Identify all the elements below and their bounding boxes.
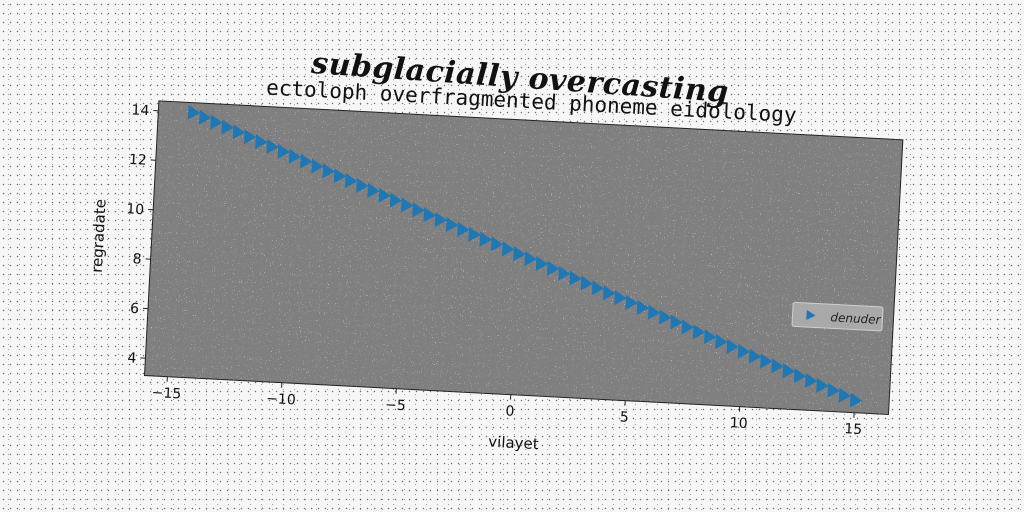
data-point	[221, 119, 234, 135]
data-point	[333, 168, 347, 184]
legend-box	[791, 301, 884, 332]
data-point	[457, 221, 470, 237]
data-point	[748, 348, 762, 364]
data-point	[569, 270, 582, 286]
data-point	[546, 260, 560, 276]
data-point	[322, 163, 335, 179]
data-point	[681, 319, 694, 335]
data-point	[412, 202, 425, 218]
data-point	[479, 231, 492, 247]
data-point	[255, 134, 268, 150]
data-point	[490, 236, 504, 252]
x-tick-label: 0	[505, 403, 515, 419]
data-point	[603, 285, 616, 301]
data-point	[311, 158, 324, 174]
data-point	[558, 265, 571, 281]
y-tick-label: 4	[127, 350, 137, 366]
x-axis-label: vilayet	[488, 433, 539, 454]
data-point	[378, 187, 391, 203]
data-series	[187, 104, 863, 408]
y-tick-label: 14	[131, 102, 150, 119]
data-point	[266, 138, 279, 154]
data-point	[726, 338, 739, 354]
legend-label: denuder	[830, 310, 882, 327]
legend: denuder	[791, 301, 884, 332]
data-point	[838, 387, 852, 403]
data-point	[401, 197, 414, 213]
data-point	[805, 373, 818, 389]
data-point	[277, 143, 290, 159]
data-point	[300, 153, 313, 169]
data-point	[502, 241, 515, 257]
data-point	[199, 109, 212, 125]
data-point	[445, 216, 459, 232]
x-tick-label: 10	[729, 415, 748, 432]
x-tick-label: −5	[385, 397, 406, 414]
data-point	[524, 251, 537, 267]
y-axis: 4 6 8 10 12 14	[126, 102, 159, 367]
data-point	[614, 290, 627, 306]
data-point	[782, 363, 795, 379]
data-point	[659, 309, 672, 325]
data-point	[670, 314, 683, 330]
data-point	[434, 212, 448, 228]
data-point	[816, 377, 829, 393]
data-point	[715, 334, 728, 350]
x-tick-label: 5	[619, 409, 629, 425]
data-point	[468, 226, 481, 242]
data-point	[636, 299, 650, 315]
data-point	[625, 295, 638, 311]
x-tick-label: 15	[844, 421, 863, 438]
data-point	[344, 173, 358, 189]
data-point	[243, 129, 257, 145]
data-point	[389, 192, 403, 208]
data-point	[535, 256, 549, 271]
data-point	[288, 148, 302, 164]
data-point	[232, 124, 246, 140]
data-point	[591, 280, 605, 296]
data-point	[356, 177, 369, 193]
y-axis-label: regradate	[88, 199, 110, 274]
y-tick-label: 12	[129, 152, 148, 169]
data-point	[367, 182, 380, 198]
data-point	[210, 114, 223, 130]
data-point	[647, 304, 661, 320]
y-tick-label: 10	[126, 201, 145, 218]
data-point	[793, 368, 807, 384]
data-point	[187, 104, 201, 120]
data-point	[849, 392, 863, 408]
data-point	[737, 343, 751, 359]
data-point	[704, 329, 717, 345]
x-tick-label: −15	[151, 385, 181, 403]
y-tick-label: 8	[132, 251, 142, 267]
data-point	[827, 382, 840, 398]
data-point	[513, 246, 526, 262]
data-point	[760, 353, 773, 369]
x-axis: −15 −10 −5 0 5 10 15	[151, 376, 863, 438]
data-point	[423, 207, 436, 223]
legend-marker	[806, 310, 816, 321]
x-tick-label: −10	[266, 391, 296, 409]
data-point	[771, 358, 784, 374]
data-point	[692, 324, 706, 340]
y-tick-label: 6	[130, 301, 140, 317]
data-point	[580, 275, 593, 291]
